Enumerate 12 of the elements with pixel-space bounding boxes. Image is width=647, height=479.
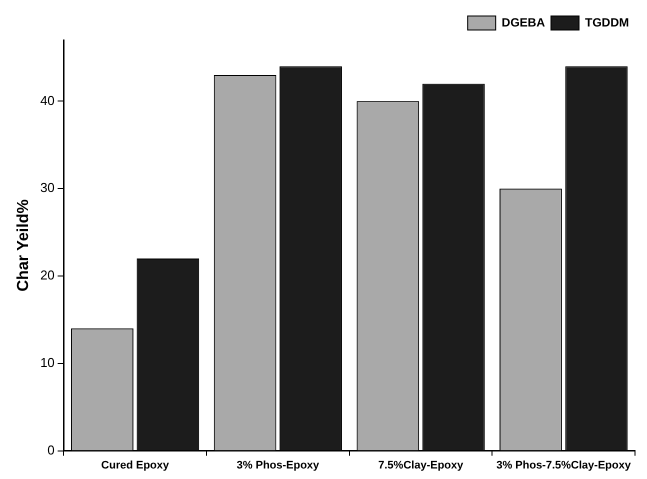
y-tick-label: 30 bbox=[40, 180, 55, 196]
y-tick-label: 40 bbox=[40, 92, 55, 108]
y-tick-label: 20 bbox=[40, 268, 55, 283]
x-tick-label: 3% Phos-Epoxy bbox=[236, 459, 320, 472]
x-tick-label: 7.5%Clay-Epoxy bbox=[378, 459, 464, 472]
y-tick-label: 10 bbox=[40, 354, 55, 370]
x-tick-label: Cured Epoxy bbox=[101, 459, 170, 472]
legend-label: DGEBA bbox=[502, 15, 546, 30]
x-tick-label: 3% Phos-7.5%Clay-Epoxy bbox=[496, 459, 632, 472]
y-axis-title: Char Yeild% bbox=[15, 199, 32, 292]
legend-label: TGDDM bbox=[585, 15, 630, 30]
y-tick-label: 0 bbox=[47, 442, 55, 458]
